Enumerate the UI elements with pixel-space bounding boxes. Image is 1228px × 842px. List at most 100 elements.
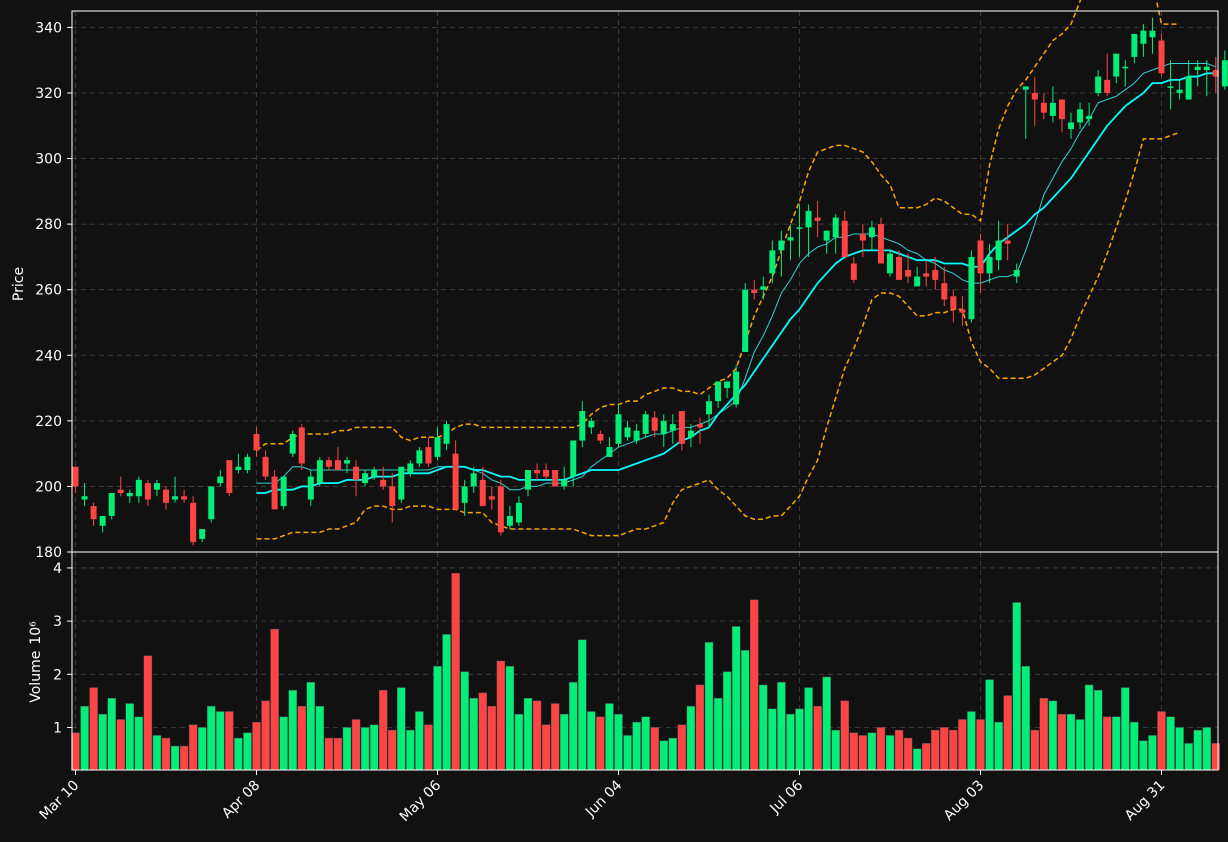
candle-body: [199, 529, 206, 539]
candle-body: [579, 411, 586, 441]
volume-bar: [152, 735, 162, 771]
volume-bar: [1211, 743, 1221, 771]
candle-body: [724, 381, 731, 389]
volume-y-ticks: 1 2 3 4: [53, 561, 72, 736]
candle-body: [72, 466, 79, 487]
candle-body: [832, 217, 839, 238]
volume-bar: [161, 737, 171, 771]
volume-tick-label: 2: [53, 667, 62, 683]
candle-body: [633, 430, 640, 441]
candle-body: [941, 283, 948, 300]
candle-body: [570, 440, 577, 477]
bollinger-band-line: [256, 131, 1180, 540]
volume-bar: [71, 732, 80, 771]
volume-bar: [415, 711, 424, 771]
price-tick-label: 180: [35, 545, 62, 561]
volume-bar: [324, 737, 334, 771]
volume-bar: [903, 737, 913, 771]
candle-body: [814, 217, 821, 221]
candle-body: [181, 496, 188, 500]
candle-body: [226, 460, 233, 493]
candle-body: [534, 470, 541, 474]
volume-bar: [433, 666, 442, 771]
candle-body: [1149, 30, 1156, 38]
candle-body: [1049, 102, 1056, 116]
volume-bar: [614, 713, 623, 771]
candle-body: [398, 466, 405, 500]
volume-bar: [1066, 713, 1076, 771]
candle-body: [588, 420, 595, 428]
candle-body: [461, 486, 468, 503]
candle-body: [362, 473, 369, 484]
candle-body: [887, 253, 893, 274]
candle-body: [742, 289, 749, 352]
volume-bar: [994, 721, 1003, 771]
volume-bar: [632, 721, 641, 771]
volume-tick-label: 4: [53, 561, 62, 577]
volume-bar: [369, 724, 379, 771]
volume-bar: [1184, 743, 1193, 771]
volume-bar: [1084, 684, 1094, 771]
volume-axis-title: Volume: [28, 651, 44, 703]
volume-bar: [795, 708, 804, 771]
volume-bar: [822, 676, 831, 771]
volume-bar: [587, 711, 596, 771]
volume-bar: [831, 729, 840, 771]
volume-bar: [885, 735, 895, 771]
candle-body: [81, 496, 88, 500]
volume-tick-label: 1: [53, 720, 62, 736]
volume-bar: [659, 740, 668, 771]
volume-bar: [1048, 700, 1058, 771]
volume-bar: [460, 671, 469, 771]
candle-body: [135, 479, 142, 497]
volume-bar: [1130, 721, 1139, 771]
candle-body: [488, 496, 495, 500]
volume-bar: [1166, 716, 1175, 771]
candle-body: [153, 483, 160, 490]
candle-body: [950, 296, 957, 310]
candle-body: [597, 433, 604, 441]
volume-bar: [668, 737, 677, 771]
candle-body: [769, 250, 776, 274]
candle-body: [497, 486, 504, 533]
candle-body: [1040, 102, 1047, 113]
candle-body: [796, 227, 803, 229]
volume-bar: [940, 727, 949, 771]
candle-body: [344, 460, 350, 464]
volume-bar: [406, 729, 415, 771]
volume-bar: [759, 684, 768, 771]
candle-body: [217, 476, 224, 484]
volume-bar: [279, 716, 288, 771]
volume-bar: [650, 727, 659, 771]
volume-bar: [1057, 713, 1067, 771]
candle-body: [307, 476, 314, 500]
candle-body: [1068, 122, 1074, 130]
candle-body: [1077, 109, 1084, 123]
volume-bar: [804, 687, 813, 771]
candle-body: [99, 515, 106, 526]
candle-body: [624, 427, 631, 438]
volume-bar: [1021, 666, 1030, 771]
candle-body: [968, 256, 975, 320]
volume-bar: [125, 703, 135, 771]
candle-body: [452, 453, 459, 510]
candle-body: [443, 424, 450, 444]
candle-body: [1176, 89, 1183, 93]
volume-bar: [170, 745, 180, 771]
volume-bar: [143, 655, 153, 771]
volume-bar: [89, 687, 98, 771]
volume-bar: [80, 705, 89, 771]
volume-bar: [550, 703, 560, 771]
volume-bar: [985, 679, 994, 771]
volume-bar: [1012, 602, 1021, 771]
volume-bar: [1193, 729, 1202, 771]
volume-bar: [270, 628, 279, 771]
volume-bar: [134, 716, 144, 771]
volume-bar: [1112, 716, 1121, 771]
volume-bar: [442, 634, 451, 771]
candle-body: [1158, 40, 1165, 74]
price-tick-label: 200: [35, 479, 62, 495]
volume-bar: [116, 719, 125, 771]
volume-bar: [107, 698, 116, 771]
volume-bar: [731, 626, 741, 771]
